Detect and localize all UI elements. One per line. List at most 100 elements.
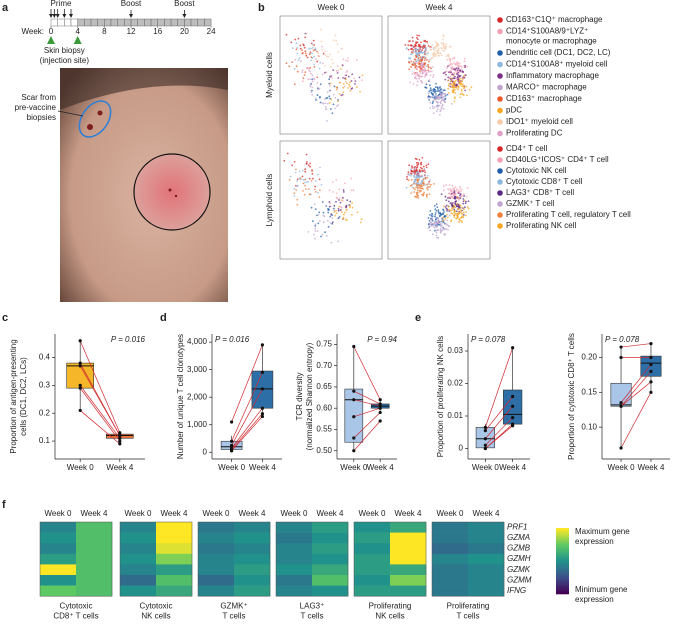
umap-point bbox=[434, 208, 437, 211]
umap-point bbox=[293, 67, 296, 70]
umap-point bbox=[308, 177, 311, 180]
umap-point bbox=[451, 63, 453, 66]
umap-point bbox=[420, 161, 423, 164]
umap-point bbox=[456, 205, 458, 208]
umap-point bbox=[440, 193, 443, 196]
umap-point bbox=[457, 62, 459, 65]
colorbar-max-label: expression bbox=[575, 537, 614, 546]
umap-point bbox=[454, 82, 456, 85]
umap-point bbox=[442, 34, 445, 37]
umap-point bbox=[411, 40, 414, 43]
umap-point bbox=[432, 233, 434, 236]
legend-label: monocyte or macrophage bbox=[506, 37, 597, 46]
umap-point bbox=[462, 71, 464, 73]
umap-point bbox=[303, 32, 306, 35]
umap-point bbox=[415, 158, 418, 161]
umap-point bbox=[322, 52, 325, 55]
umap-point bbox=[337, 51, 340, 53]
umap-point bbox=[413, 73, 416, 75]
umap-point bbox=[442, 205, 445, 208]
umap-point bbox=[336, 43, 339, 46]
umap-point bbox=[317, 52, 320, 55]
column-header: Week 0 bbox=[437, 509, 465, 518]
p-value: P = 0.078 bbox=[605, 335, 640, 344]
umap-point bbox=[419, 65, 421, 68]
umap-point bbox=[430, 70, 433, 73]
legend-label: Cytotoxic NK cell bbox=[506, 166, 567, 175]
umap-point bbox=[324, 54, 327, 56]
umap-point bbox=[426, 54, 428, 57]
umap-point bbox=[436, 206, 439, 209]
umap-point bbox=[296, 70, 299, 73]
group-label: NK cells bbox=[375, 611, 404, 620]
umap-point bbox=[467, 207, 470, 210]
umap-point bbox=[450, 219, 453, 222]
column-header: Week 0 bbox=[359, 509, 387, 518]
umap-point bbox=[322, 221, 325, 224]
point bbox=[78, 386, 82, 390]
umap-point bbox=[454, 92, 457, 94]
umap-point bbox=[410, 178, 413, 181]
colorbar-step bbox=[556, 570, 569, 573]
legend-label: CD4⁺ T cell bbox=[506, 144, 547, 153]
umap-point bbox=[419, 72, 422, 74]
umap-point bbox=[442, 72, 445, 75]
umap-point bbox=[448, 184, 451, 187]
panel-label: a bbox=[2, 2, 9, 14]
umap-point bbox=[313, 63, 315, 66]
scar-label: pre-vaccine bbox=[15, 103, 57, 112]
umap-point bbox=[431, 102, 434, 105]
injection-dot bbox=[174, 194, 178, 198]
umap-point bbox=[350, 177, 353, 180]
y-axis-label: cells (DC1, DC2, LCs) bbox=[19, 357, 28, 436]
point bbox=[649, 369, 653, 374]
heat-cell bbox=[234, 543, 271, 555]
y-tick-label: 3,000 bbox=[187, 365, 208, 374]
column-header: Week 0 bbox=[318, 3, 346, 12]
colorbar-step bbox=[556, 561, 569, 563]
umap-point bbox=[309, 78, 311, 81]
umap-point bbox=[421, 75, 423, 78]
umap-point bbox=[445, 43, 447, 45]
umap-point bbox=[417, 57, 420, 60]
column-header: Week 4 bbox=[81, 509, 109, 518]
umap-point bbox=[426, 183, 428, 186]
umap-point bbox=[443, 95, 445, 98]
panel-label: f bbox=[2, 499, 6, 511]
timeline-cell bbox=[110, 18, 118, 27]
umap-frame bbox=[387, 15, 491, 135]
legend-label: Cytotoxic CD8⁺ T cell bbox=[506, 177, 583, 186]
umap-point bbox=[438, 212, 440, 215]
umap-point bbox=[336, 65, 339, 67]
umap-point bbox=[463, 208, 465, 211]
umap-point bbox=[440, 224, 443, 226]
umap-point bbox=[344, 211, 346, 214]
umap-point bbox=[457, 74, 460, 77]
umap-point bbox=[419, 182, 422, 185]
umap-point bbox=[328, 205, 331, 208]
colorbar-step bbox=[556, 559, 569, 562]
umap-point bbox=[457, 198, 460, 201]
umap-point bbox=[462, 85, 465, 88]
umap-point bbox=[328, 78, 331, 81]
y-tick-label: 0.20 bbox=[581, 353, 597, 362]
colorbar-min-label: expression bbox=[575, 595, 614, 604]
umap-point bbox=[463, 193, 465, 196]
umap-point bbox=[413, 175, 416, 178]
umap-point bbox=[429, 101, 431, 104]
umap-point bbox=[291, 164, 293, 167]
umap-point bbox=[459, 69, 461, 71]
umap-point bbox=[322, 211, 325, 214]
umap-point bbox=[459, 96, 462, 99]
umap-point bbox=[446, 59, 449, 61]
umap-point bbox=[320, 235, 322, 238]
umap-point bbox=[440, 100, 443, 102]
umap-point bbox=[328, 84, 331, 87]
umap-point bbox=[329, 202, 332, 205]
umap-point bbox=[416, 36, 418, 39]
umap-point bbox=[419, 58, 422, 61]
umap-point bbox=[458, 62, 461, 65]
legend-label: MARCO⁺ macrophage bbox=[506, 83, 587, 92]
heat-cell bbox=[120, 543, 157, 555]
umap-point bbox=[288, 65, 291, 68]
